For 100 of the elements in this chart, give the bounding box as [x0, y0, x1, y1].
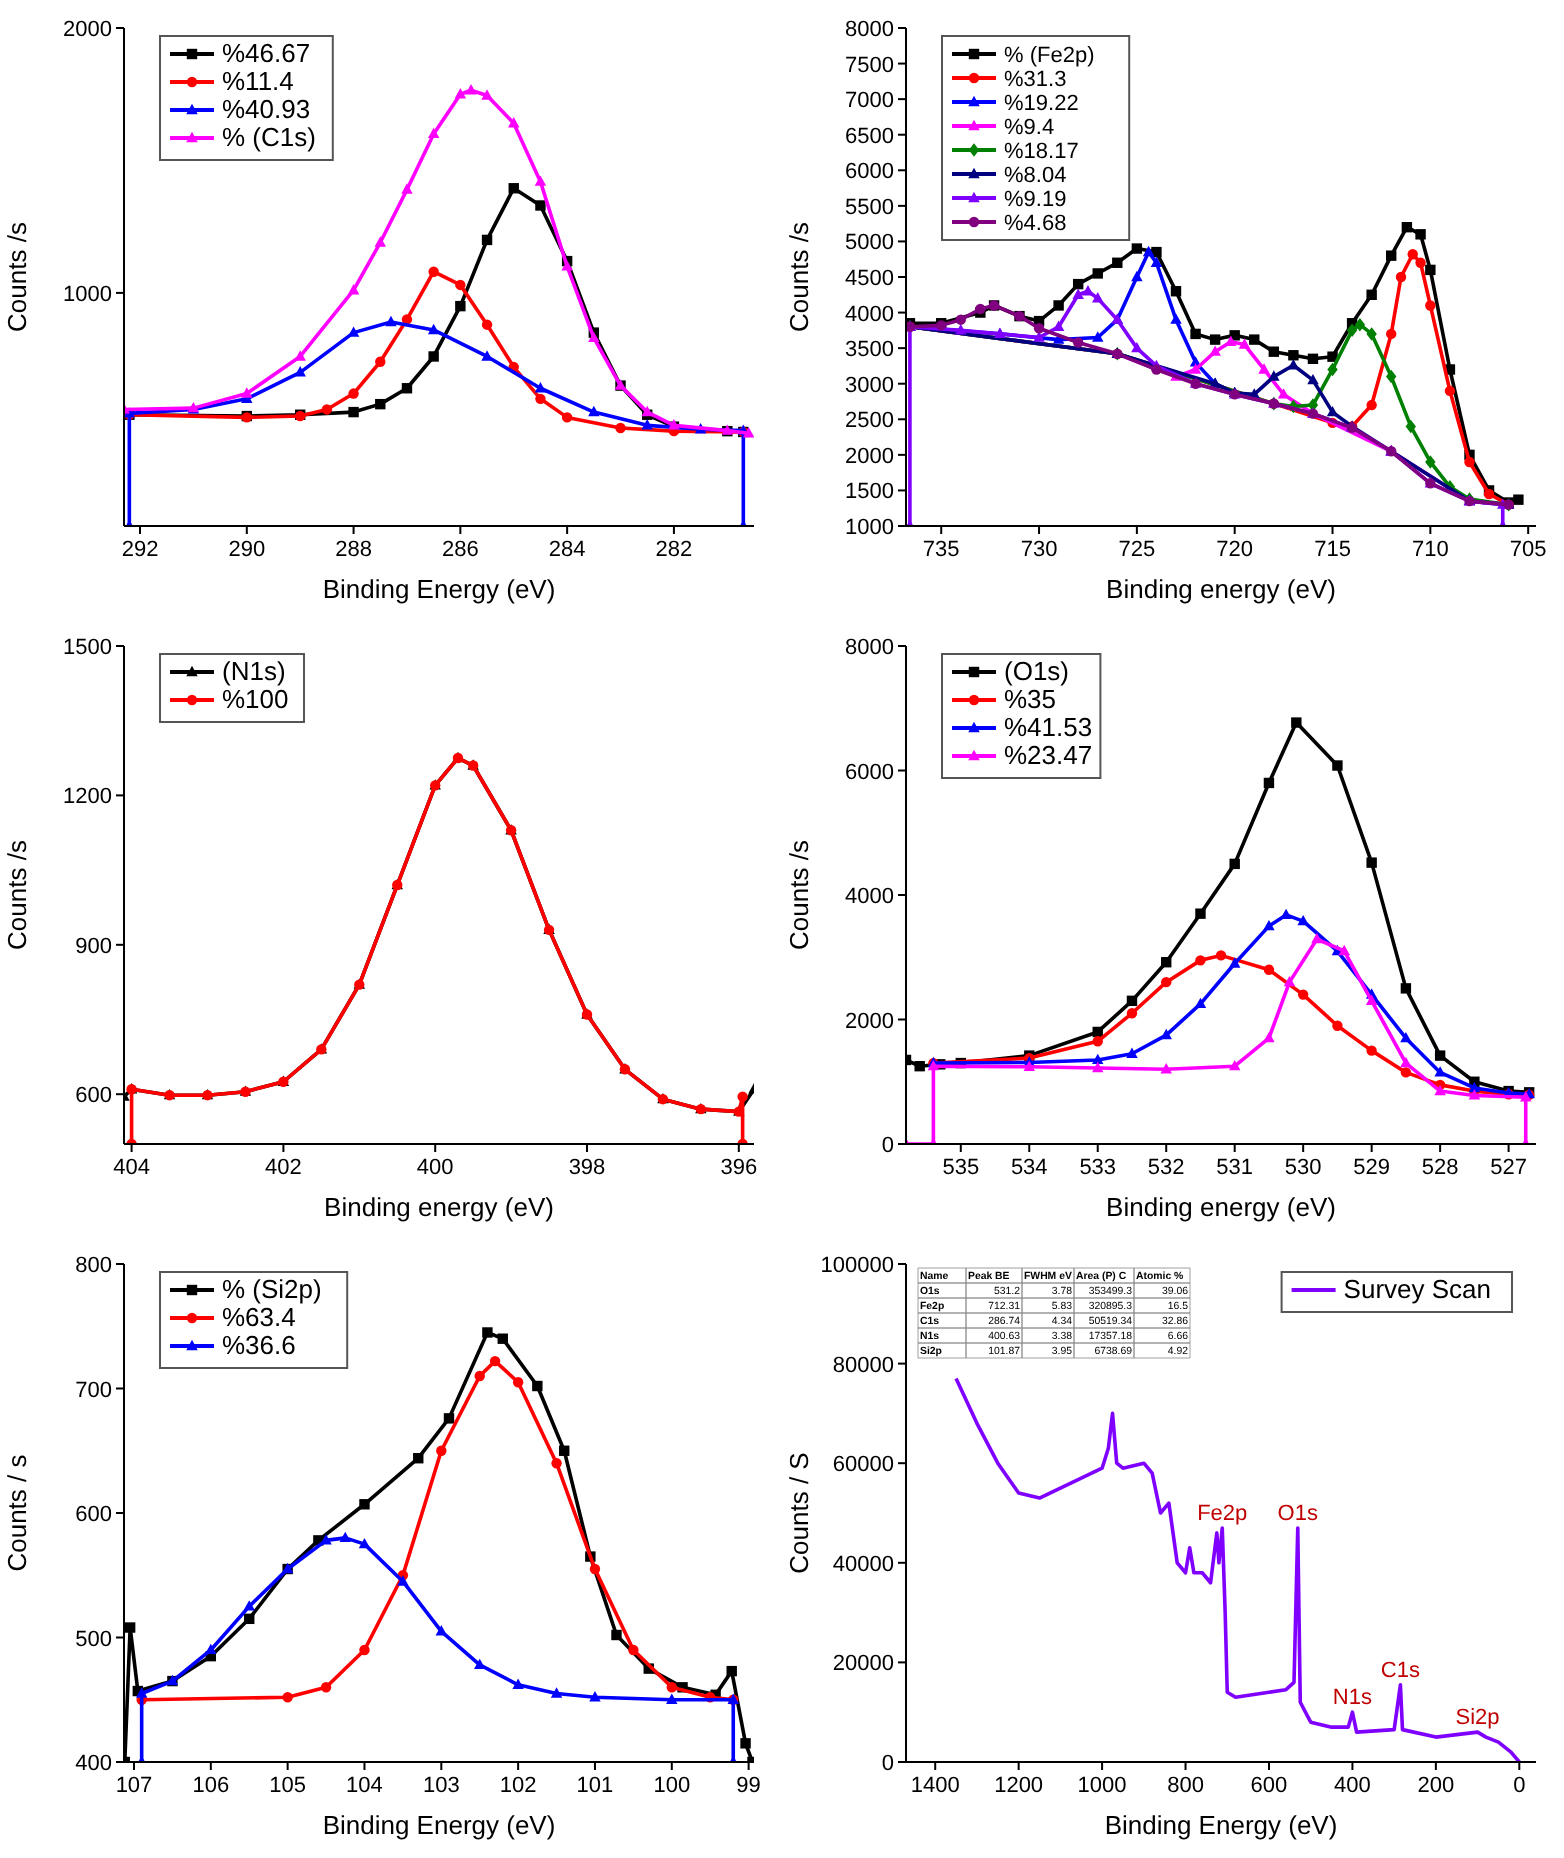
y-tick-label: 5500	[845, 195, 894, 220]
legend-label: %31.3	[1004, 68, 1067, 92]
x-axis-title: Binding Energy (eV)	[1104, 1810, 1338, 1840]
y-tick-label: 5000	[845, 231, 894, 256]
legend-label: %41.53	[1004, 712, 1093, 742]
x-tick-label: 288	[335, 538, 372, 562]
legend-label: %9.19	[1004, 188, 1067, 212]
x-tick-label: 398	[568, 1156, 606, 1180]
x-tick-label: 106	[192, 1774, 230, 1798]
y-axis-title: Counts / s	[2, 1453, 32, 1572]
x-tick-label: 710	[1411, 538, 1449, 562]
annotation: O1s	[1277, 1501, 1319, 1526]
y-axis-title: Counts /s	[2, 221, 32, 332]
x-tick-label: 527	[1490, 1156, 1527, 1180]
y-tick-label: 80000	[832, 1353, 894, 1378]
x-tick-label: 532	[1147, 1156, 1185, 1180]
y-tick-label: 2000	[845, 444, 894, 469]
x-tick-label: 284	[548, 538, 586, 562]
y-tick-label: 3000	[845, 373, 894, 398]
legend-label: %9.4	[1004, 116, 1055, 140]
x-tick-label: 200	[1417, 1774, 1455, 1798]
y-axis-title: Counts /s	[784, 221, 814, 332]
y-tick-label: 600	[75, 1503, 112, 1527]
y-axis-title: Counts /s	[784, 839, 814, 950]
x-tick-label: 292	[121, 538, 159, 562]
y-tick-label: 8000	[845, 636, 894, 660]
y-tick-label: 4000	[845, 885, 894, 909]
y-tick-label: 600	[75, 1084, 112, 1109]
y-tick-label: 2000	[63, 18, 112, 42]
annotation: C1s	[1380, 1658, 1421, 1683]
x-tick-label: 528	[1421, 1156, 1459, 1180]
x-tick-label: 730	[1020, 538, 1058, 562]
x-tick-label: 715	[1314, 538, 1351, 562]
legend-label: %46.67	[222, 38, 311, 68]
legend-label: %4.68	[1004, 212, 1067, 236]
legend-label: (O1s)	[1004, 656, 1069, 686]
y-tick-label: 100000	[820, 1254, 894, 1278]
x-tick-label: 99	[736, 1774, 761, 1798]
y-tick-label: 4500	[845, 267, 894, 291]
x-tick-label: 105	[269, 1774, 307, 1798]
y-tick-label: 1000	[63, 282, 112, 307]
y-tick-label: 4000	[845, 302, 894, 327]
legend-label: % (Si2p)	[222, 1274, 322, 1304]
y-tick-label: 60000	[832, 1453, 894, 1478]
y-tick-label: 0	[881, 1752, 894, 1776]
x-tick-label: 0	[1513, 1774, 1526, 1798]
legend-label: %11.4	[222, 66, 294, 96]
x-tick-label: 290	[228, 538, 266, 562]
y-tick-label: 800	[75, 1254, 112, 1278]
y-tick-label: 40000	[832, 1552, 894, 1577]
legend-label: % (Fe2p)	[1004, 44, 1095, 68]
x-tick-label: 100	[653, 1774, 691, 1798]
y-tick-label: 3500	[845, 338, 894, 363]
legend-label: %40.93	[222, 94, 311, 124]
y-axis-title: Counts / S	[784, 1451, 814, 1574]
x-tick-label: 102	[499, 1774, 537, 1798]
x-tick-label: 534	[1010, 1156, 1048, 1180]
x-tick-label: 400	[416, 1156, 454, 1180]
legend-label: %36.6	[222, 1330, 296, 1360]
x-axis-title: Binding energy (eV)	[324, 1192, 554, 1222]
x-axis-title: Binding Energy (eV)	[322, 574, 556, 604]
y-tick-label: 1000	[845, 516, 894, 540]
x-tick-label: 1000	[1077, 1774, 1127, 1798]
x-tick-label: 402	[265, 1156, 302, 1180]
x-tick-label: 1200	[994, 1774, 1044, 1798]
y-tick-label: 6000	[845, 160, 894, 185]
x-axis-title: Binding energy (eV)	[1106, 574, 1336, 604]
legend-label: (N1s)	[222, 656, 286, 686]
x-axis-title: Binding energy (eV)	[1106, 1192, 1336, 1222]
x-tick-label: 720	[1216, 538, 1254, 562]
x-tick-label: 396	[720, 1156, 758, 1180]
x-tick-label: 400	[1334, 1774, 1371, 1798]
x-tick-label: 725	[1118, 538, 1156, 562]
y-tick-label: 20000	[832, 1652, 894, 1677]
legend-label: Survey Scan	[1343, 1274, 1492, 1304]
legend-label: %63.4	[222, 1302, 296, 1332]
y-tick-label: 1200	[63, 785, 112, 810]
y-tick-label: 1500	[63, 636, 112, 660]
y-tick-label: 500	[75, 1627, 112, 1652]
x-tick-label: 735	[922, 538, 960, 562]
x-tick-label: 535	[942, 1156, 980, 1180]
y-tick-label: 1500	[845, 480, 894, 505]
y-tick-label: 400	[75, 1752, 112, 1776]
y-tick-label: 2000	[845, 1009, 894, 1034]
x-tick-label: 282	[655, 538, 693, 562]
x-tick-label: 531	[1216, 1156, 1254, 1180]
x-tick-label: 1400	[910, 1774, 960, 1798]
annotation: Fe2p	[1197, 1501, 1248, 1526]
annotation: N1s	[1332, 1686, 1373, 1711]
y-tick-label: 0	[881, 1134, 894, 1158]
legend-label: %23.47	[1004, 740, 1093, 770]
annotation: Si2p	[1455, 1706, 1500, 1731]
x-tick-label: 404	[113, 1156, 150, 1180]
legend-label: %35	[1004, 684, 1057, 714]
x-axis-title: Binding Energy (eV)	[322, 1810, 556, 1840]
y-tick-label: 900	[75, 934, 112, 959]
legend-label: %100	[222, 684, 289, 714]
y-tick-label: 8000	[845, 18, 894, 42]
y-axis-title: Counts /s	[2, 839, 32, 950]
x-tick-label: 107	[115, 1774, 153, 1798]
